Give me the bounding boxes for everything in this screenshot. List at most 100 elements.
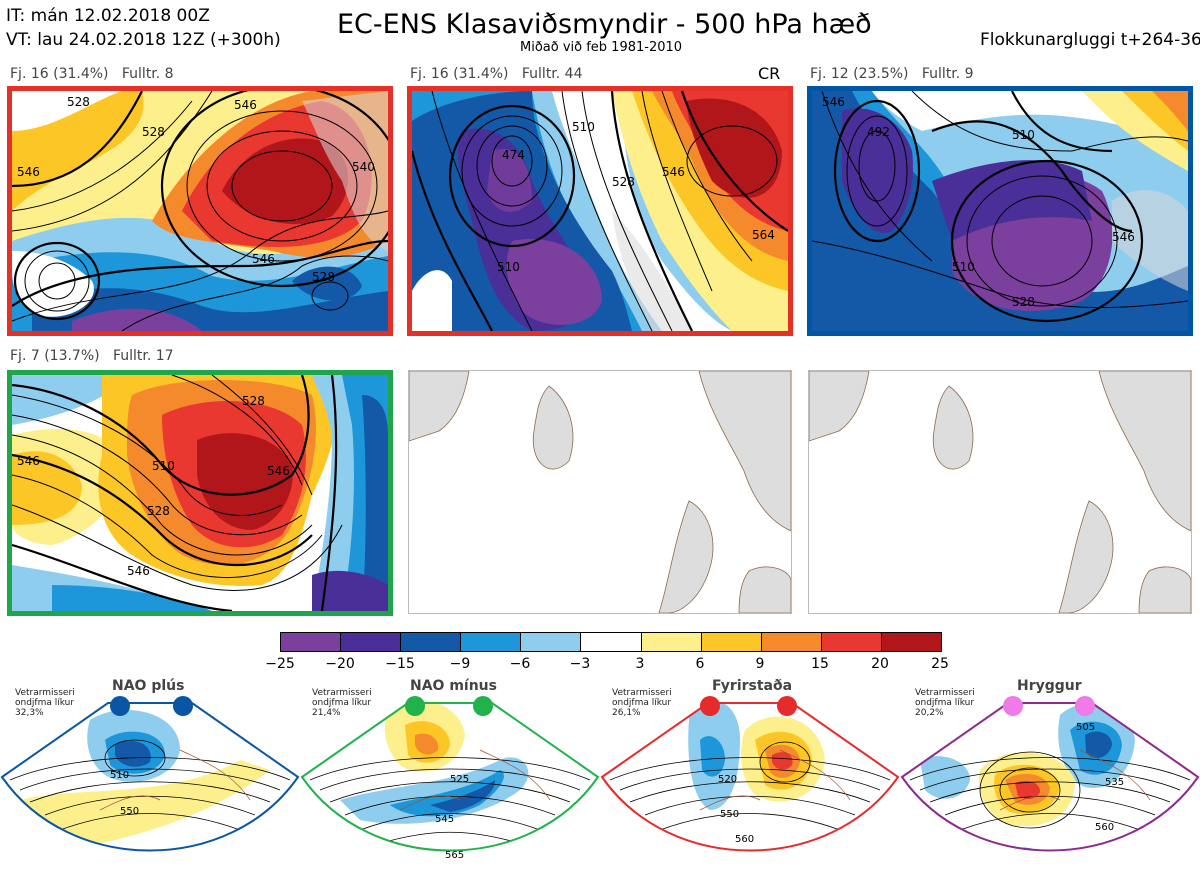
colorbar-tick: −20 (325, 656, 355, 672)
regime-4-contour-label: 560 (1095, 822, 1114, 833)
panel-4-rep: Fulltr. 17 (112, 348, 174, 364)
colorbar-tick: −6 (509, 656, 531, 672)
regime-2-note: Vetrarmisseri ondjfma líkur 21,4% (312, 688, 372, 718)
regime-3-contour-label: 520 (718, 774, 737, 785)
colorbar-swatch (581, 633, 642, 651)
panel-4-label: Fj. 7 (13.7%) Fulltr. 17 (10, 348, 174, 364)
colorbar-swatch (461, 633, 522, 651)
panel-2-label: Fj. 16 (31.4%) Fulltr. 44 (410, 66, 583, 82)
panel-3-contour-label: 492 (867, 125, 890, 139)
panel-2-contour-label: 510 (572, 120, 595, 134)
colorbar-tick: 3 (635, 656, 645, 672)
page-title: EC-ENS Klasaviðsmyndir - 500 hPa hæð (337, 9, 872, 40)
regime-3-contour-label: 550 (720, 809, 739, 820)
cluster-map-4: 510 528 546 546 528 546 (7, 370, 393, 616)
panel-3-contour-label: 510 (952, 260, 975, 274)
valid-time: VT: lau 24.02.2018 12Z (+300h) (6, 30, 281, 50)
panel-1-contour-label: 546 (234, 98, 257, 112)
panel-3-contour-label: 510 (1012, 128, 1035, 142)
panel-3-count: Fj. 12 (23.5%) (810, 66, 909, 82)
cluster-map-2: 474 510 510 528 546 564 (407, 86, 793, 336)
colorbar-swatch (881, 633, 942, 651)
colorbar-swatch (521, 633, 582, 651)
empty-map-6 (808, 370, 1192, 614)
regime-1-note: Vetrarmisseri ondjfma líkur 32,3% (15, 688, 75, 718)
panel-1-rep: Fulltr. 8 (121, 66, 174, 82)
colorbar-swatch (341, 633, 402, 651)
panel-2-count: Fj. 16 (31.4%) (410, 66, 509, 82)
regime-2-contour-label: 545 (435, 814, 454, 825)
panel-4-contour-label: 528 (242, 394, 265, 408)
colorbar-tick: −3 (569, 656, 591, 672)
panel-1-contour-label: 546 (17, 165, 40, 179)
panel-2-contour-label: 564 (752, 228, 775, 242)
regime-3-note: Vetrarmisseri ondjfma líkur 26,1% (612, 688, 672, 718)
colorbar-tick: −15 (385, 656, 415, 672)
regime-2-dot (473, 696, 493, 716)
panel-3-rep: Fulltr. 9 (921, 66, 974, 82)
colorbar-swatch (821, 633, 882, 651)
colorbar-swatch (701, 633, 762, 651)
panel-3-label: Fj. 12 (23.5%) Fulltr. 9 (810, 66, 974, 82)
panel-4-count: Fj. 7 (13.7%) (10, 348, 100, 364)
regime-4-contour-label: 535 (1105, 777, 1124, 788)
regime-1-title: NAO plús (112, 678, 185, 694)
colorbar-swatch (641, 633, 702, 651)
panel-3-contour-label: 546 (1112, 230, 1135, 244)
regime-4-dot (1003, 696, 1023, 716)
colorbar-swatch (281, 633, 342, 651)
regime-4-note: Vetrarmisseri ondjfma líkur 20,2% (915, 688, 975, 718)
regime-4-contour-label: 505 (1076, 722, 1095, 733)
panel-2-contour-label: 510 (497, 260, 520, 274)
regime-1-dot (173, 696, 193, 716)
init-time: IT: mán 12.02.2018 00Z (6, 6, 210, 26)
panel-1-contour-label: 546 (252, 252, 275, 266)
regime-4-map: 505 535 560 (900, 696, 1200, 852)
classification-window: Flokkunargluggi t+264-360 (980, 30, 1200, 50)
panel-3-contour-label: 528 (1012, 295, 1035, 309)
regime-1-contour-label: 550 (120, 806, 139, 817)
cluster-map-3: 510 492 510 528 546 546 (807, 86, 1193, 336)
page-subtitle: Miðað við feb 1981-2010 (520, 40, 683, 55)
cluster-map-1: 528 546 528 546 540 546 528 (7, 86, 393, 336)
colorbar (280, 632, 942, 652)
colorbar-swatch (761, 633, 822, 651)
panel-2-rep: Fulltr. 44 (521, 66, 583, 82)
colorbar-tick: 6 (695, 656, 705, 672)
regime-3-map: 520 550 560 (600, 696, 900, 852)
regime-2-contour-label: 565 (445, 850, 464, 861)
panel-2-contour-label: 546 (662, 165, 685, 179)
empty-map-5 (408, 370, 792, 614)
colorbar-tick: 25 (931, 656, 949, 672)
panel-2-tag: CR (758, 64, 781, 83)
panel-1-contour-label: 528 (142, 125, 165, 139)
colorbar-tick: 9 (755, 656, 765, 672)
panel-4-contour-label: 528 (147, 504, 170, 518)
colorbar-swatch (401, 633, 462, 651)
regime-1-map: 510 550 (0, 696, 300, 852)
regime-3-contour-label: 560 (735, 834, 754, 845)
colorbar-tick: −25 (265, 656, 295, 672)
panel-3-contour-label: 546 (822, 95, 845, 109)
panel-1-contour-label: 528 (67, 95, 90, 109)
colorbar-tick: 15 (811, 656, 829, 672)
panel-2-contour-label: 474 (502, 148, 525, 162)
regime-3-dot (700, 696, 720, 716)
panel-1-contour-label: 528 (312, 270, 335, 284)
regime-2-title: NAO mínus (410, 678, 497, 694)
panel-1-label: Fj. 16 (31.4%) Fulltr. 8 (10, 66, 174, 82)
panel-2-contour-label: 528 (612, 175, 635, 189)
regime-3-title: Fyrirstaða (712, 678, 793, 694)
regime-2-dot (405, 696, 425, 716)
panel-1-count: Fj. 16 (31.4%) (10, 66, 109, 82)
regime-1-contour-label: 510 (110, 770, 129, 781)
colorbar-tick: 20 (871, 656, 889, 672)
panel-1-contour-label: 540 (352, 160, 375, 174)
colorbar-tick: −9 (449, 656, 471, 672)
regime-4-title: Hryggur (1017, 678, 1082, 694)
regime-3-dot (777, 696, 797, 716)
panel-4-contour-label: 510 (152, 459, 175, 473)
regime-4-dot (1075, 696, 1095, 716)
panel-4-contour-label: 546 (127, 564, 150, 578)
regime-2-contour-label: 525 (450, 774, 469, 785)
